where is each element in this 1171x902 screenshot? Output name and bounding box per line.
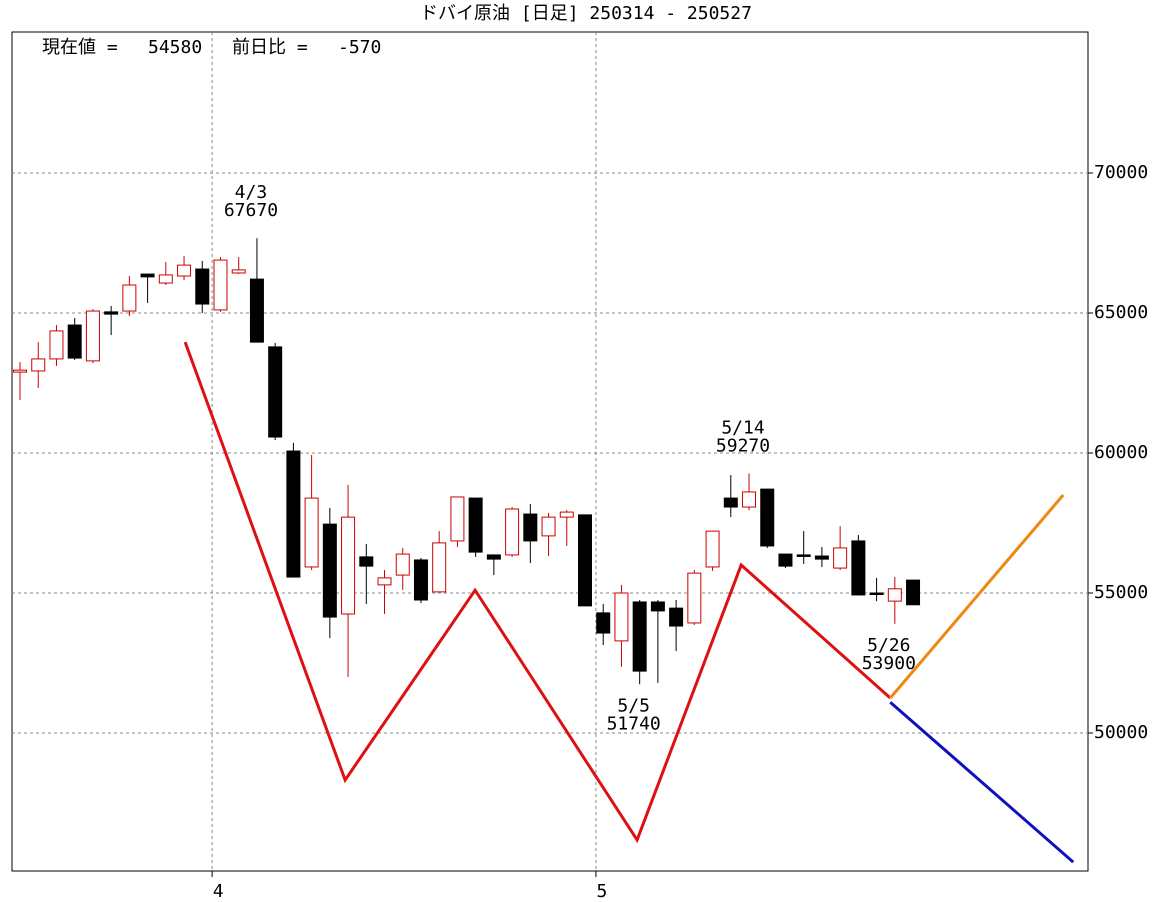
candle-body — [559, 511, 574, 518]
candle-body — [869, 592, 884, 595]
candle-body — [577, 514, 592, 607]
overlay-line — [183, 341, 892, 844]
candle-body — [851, 540, 866, 596]
candle-body — [723, 497, 738, 508]
x-tick-label: 5 — [597, 881, 608, 902]
candle-body — [432, 542, 447, 593]
candle-body — [49, 330, 64, 360]
candle-body — [231, 269, 246, 274]
y-tick-label: 55000 — [1094, 582, 1148, 603]
candle-body — [31, 358, 46, 372]
candle-body — [122, 284, 137, 312]
annotation-value: 59270 — [716, 435, 770, 456]
candle-body — [814, 555, 829, 560]
candle-body — [650, 601, 665, 612]
y-tick-label: 60000 — [1094, 442, 1148, 463]
candle-body — [158, 274, 173, 284]
candle-body — [359, 556, 374, 567]
current-label: 現在値 = — [42, 37, 118, 58]
candle-body — [632, 601, 647, 672]
candle-body — [395, 553, 410, 576]
x-tick-label: 4 — [213, 881, 224, 902]
candle-body — [413, 559, 428, 601]
annotation-value: 51740 — [607, 713, 661, 734]
candle-body — [669, 607, 684, 627]
annotation-value: 67670 — [224, 200, 278, 221]
y-tick-label: 70000 — [1094, 162, 1148, 183]
candle-body — [13, 369, 28, 373]
candle-body — [377, 577, 392, 586]
candle-body — [140, 273, 155, 278]
candle-body — [705, 530, 720, 568]
candle-body — [906, 579, 921, 606]
change-label: 前日比 = — [232, 37, 308, 58]
candle-body — [468, 497, 483, 553]
candle-body — [268, 346, 283, 438]
candle-body — [596, 612, 611, 634]
candle-body — [778, 553, 793, 567]
candle-body — [85, 310, 100, 362]
candle-body — [833, 547, 848, 569]
plot-frame — [11, 31, 1089, 872]
annotation-date: 5/26 — [867, 635, 910, 656]
y-tick-label: 65000 — [1094, 302, 1148, 323]
candle-body — [249, 278, 264, 343]
candle-body — [341, 516, 356, 615]
candle-body — [213, 259, 228, 311]
candle-body — [67, 324, 82, 359]
overlay-line — [889, 494, 1065, 699]
candle-body — [286, 450, 301, 578]
candle-body — [486, 554, 501, 560]
chart-title: ドバイ原油 [日足] 250314 - 250527 — [420, 3, 752, 24]
candle-body — [614, 592, 629, 642]
candle-body — [195, 268, 210, 305]
candle-body — [177, 264, 192, 277]
annotation-date: 5/5 — [617, 695, 650, 716]
candle-body — [541, 516, 556, 537]
candle-body — [523, 513, 538, 542]
candle-body — [104, 311, 119, 315]
candle-body — [687, 572, 702, 624]
change-value: -570 — [338, 37, 381, 58]
candle-body — [760, 488, 775, 547]
candle-body — [322, 523, 337, 618]
candle-body — [796, 554, 811, 557]
candle-body — [887, 588, 902, 602]
annotation-date: 5/14 — [721, 417, 764, 438]
current-value: 54580 — [148, 37, 202, 58]
y-tick-label: 50000 — [1094, 722, 1148, 743]
candle-body — [450, 496, 465, 542]
candle-body — [505, 508, 520, 556]
overlay-line — [889, 701, 1075, 864]
candle-body — [742, 491, 757, 508]
annotation-value: 53900 — [862, 653, 916, 674]
candle-body — [304, 497, 319, 568]
annotation-date: 4/3 — [235, 182, 268, 203]
